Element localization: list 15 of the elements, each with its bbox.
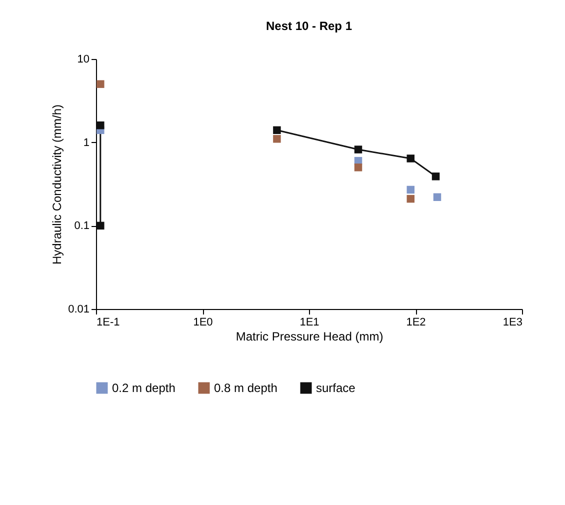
x-tick-label: 1E2: [406, 316, 426, 328]
y-tick-label: 10: [77, 54, 90, 66]
x-axis-title: Matric Pressure Head (mm): [236, 330, 384, 344]
legend-label: 0.8 m depth: [214, 381, 278, 395]
y-tick-label: 0.01: [68, 304, 90, 316]
chart-title: Nest 10 - Rep 1: [266, 19, 352, 33]
y-tick-label: 1: [83, 136, 90, 149]
x-tick-label: 1E1: [300, 316, 320, 328]
x-tick-label: 1E0: [193, 316, 213, 328]
y-tick-label: 0.1: [74, 220, 90, 232]
y-axis-title: Hydraulic Conductivity (mm/h): [50, 104, 64, 265]
x-tick-label: 1E-1: [96, 316, 120, 328]
legend-label: surface: [316, 381, 356, 395]
legend-label: 0.2 m depth: [112, 381, 176, 395]
x-tick-label: 1E3: [502, 316, 522, 328]
